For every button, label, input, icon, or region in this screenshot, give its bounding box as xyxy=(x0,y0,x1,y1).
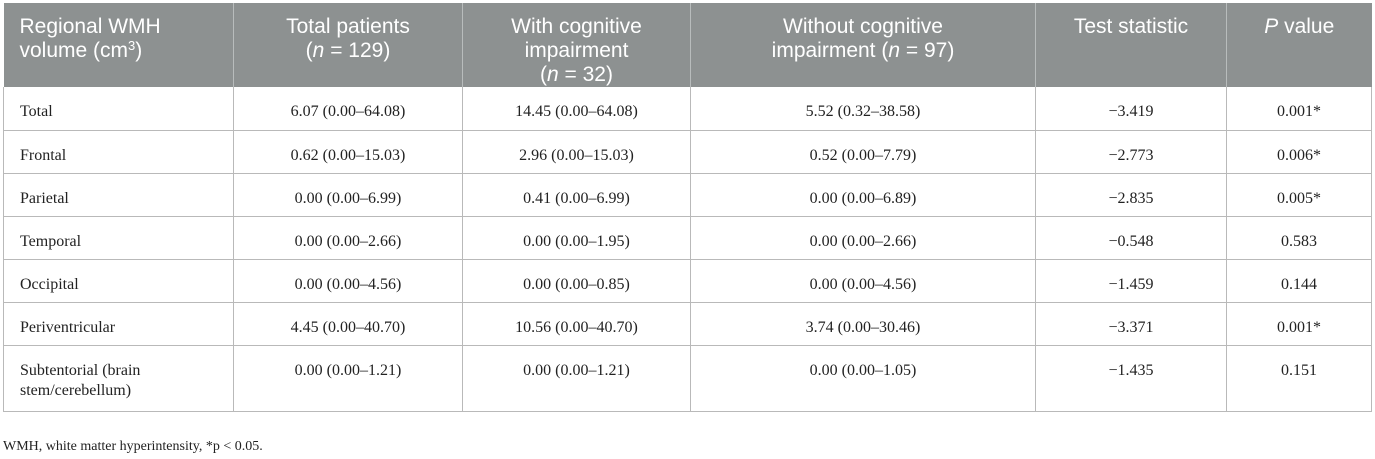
header-row: Regional WMH volume (cm3) Total patients(… xyxy=(3,3,1372,87)
header-p-value: P value xyxy=(1226,3,1372,87)
cell-region: Total xyxy=(3,87,234,131)
cell-with-ci: 14.45 (0.00–64.08) xyxy=(462,87,691,131)
cell-region: Parietal xyxy=(3,173,234,217)
cell-without-ci: 0.00 (0.00–4.56) xyxy=(690,259,1036,303)
table-row: Parietal 0.00 (0.00–6.99) 0.41 (0.00–6.9… xyxy=(3,173,1372,217)
table-row: Temporal 0.00 (0.00–2.66) 0.00 (0.00–1.9… xyxy=(3,216,1372,260)
cell-p: 0.001* xyxy=(1226,302,1372,346)
header-test-statistic: Test statistic xyxy=(1035,3,1227,87)
table-row: Periventricular 4.45 (0.00–40.70) 10.56 … xyxy=(3,302,1372,346)
header-regional-wmh-volume: Regional WMH volume (cm3) xyxy=(3,3,234,87)
cell-stat: −3.419 xyxy=(1035,87,1227,131)
cell-total: 6.07 (0.00–64.08) xyxy=(233,87,463,131)
cell-stat: −3.371 xyxy=(1035,302,1227,346)
cell-without-ci: 0.00 (0.00–2.66) xyxy=(690,216,1036,260)
header-with-cognitive-impairment: With cognitive impairment (n = 32) xyxy=(462,3,691,87)
cell-p: 0.001* xyxy=(1226,87,1372,131)
cell-stat: −1.435 xyxy=(1035,345,1227,412)
cell-p: 0.144 xyxy=(1226,259,1372,303)
cell-p: 0.005* xyxy=(1226,173,1372,217)
cell-p: 0.151 xyxy=(1226,345,1372,412)
cell-region: Temporal xyxy=(3,216,234,260)
cell-p: 0.583 xyxy=(1226,216,1372,260)
cell-stat: −2.835 xyxy=(1035,173,1227,217)
cell-without-ci: 0.52 (0.00–7.79) xyxy=(690,130,1036,174)
cell-stat: −1.459 xyxy=(1035,259,1227,303)
header-without-cognitive-impairment: Without cognitive impairment (n = 97) xyxy=(690,3,1036,87)
cell-with-ci: 2.96 (0.00–15.03) xyxy=(462,130,691,174)
cell-without-ci: 0.00 (0.00–6.89) xyxy=(690,173,1036,217)
cell-total: 0.62 (0.00–15.03) xyxy=(233,130,463,174)
table-footnote: WMH, white matter hyperintensity, *p < 0… xyxy=(3,439,263,454)
cell-total: 4.45 (0.00–40.70) xyxy=(233,302,463,346)
cell-with-ci: 0.41 (0.00–6.99) xyxy=(462,173,691,217)
table-row: Subtentorial (brain stem/cerebellum) 0.0… xyxy=(3,345,1372,412)
cell-with-ci: 0.00 (0.00–1.21) xyxy=(462,345,691,412)
cell-total: 0.00 (0.00–2.66) xyxy=(233,216,463,260)
table-row: Total 6.07 (0.00–64.08) 14.45 (0.00–64.0… xyxy=(3,87,1372,131)
results-table: Regional WMH volume (cm3) Total patients(… xyxy=(3,3,1372,412)
cell-total: 0.00 (0.00–4.56) xyxy=(233,259,463,303)
cell-region: Periventricular xyxy=(3,302,234,346)
cell-p: 0.006* xyxy=(1226,130,1372,174)
cell-without-ci: 3.74 (0.00–30.46) xyxy=(690,302,1036,346)
cell-without-ci: 5.52 (0.32–38.58) xyxy=(690,87,1036,131)
cell-with-ci: 10.56 (0.00–40.70) xyxy=(462,302,691,346)
cell-total: 0.00 (0.00–1.21) xyxy=(233,345,463,412)
header-total-patients: Total patients (n = 129) xyxy=(233,3,463,87)
table-row: Occipital 0.00 (0.00–4.56) 0.00 (0.00–0.… xyxy=(3,259,1372,303)
cell-with-ci: 0.00 (0.00–0.85) xyxy=(462,259,691,303)
cell-stat: −2.773 xyxy=(1035,130,1227,174)
cell-with-ci: 0.00 (0.00–1.95) xyxy=(462,216,691,260)
cell-region: Subtentorial (brain stem/cerebellum) xyxy=(3,345,234,412)
cell-without-ci: 0.00 (0.00–1.05) xyxy=(690,345,1036,412)
cell-stat: −0.548 xyxy=(1035,216,1227,260)
table-row: Frontal 0.62 (0.00–15.03) 2.96 (0.00–15.… xyxy=(3,130,1372,174)
cell-region: Occipital xyxy=(3,259,234,303)
cell-total: 0.00 (0.00–6.99) xyxy=(233,173,463,217)
cell-region: Frontal xyxy=(3,130,234,174)
